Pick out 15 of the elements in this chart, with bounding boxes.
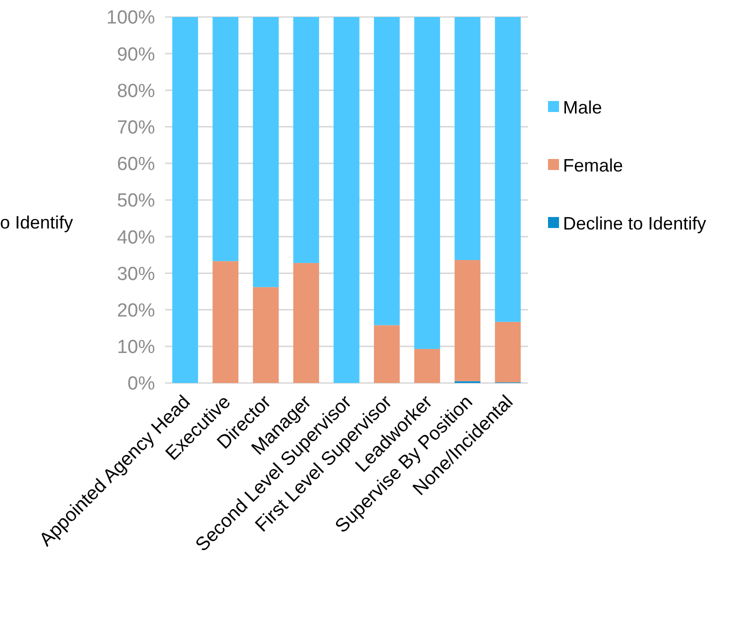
y-tick-label: 60% [116, 154, 156, 176]
text: o Identify [0, 212, 74, 232]
y-tick-label: 0% [128, 374, 156, 395]
y-tick-label: 50% [116, 190, 156, 212]
legend-label: Female [563, 155, 624, 176]
y-tick-label: 70% [116, 117, 156, 138]
y-tick-label: 80% [116, 80, 156, 102]
y-tick-label: 40% [116, 227, 156, 248]
y-tick-label: 10% [116, 337, 156, 358]
y-tick-label: 30% [116, 264, 156, 285]
legend-label: Male [563, 97, 602, 118]
legend-label: Decline to Identify [563, 213, 706, 234]
y-tick-label: 90% [116, 44, 156, 66]
y-tick-label: 100% [106, 8, 156, 29]
y-tick-label: 20% [116, 300, 156, 322]
